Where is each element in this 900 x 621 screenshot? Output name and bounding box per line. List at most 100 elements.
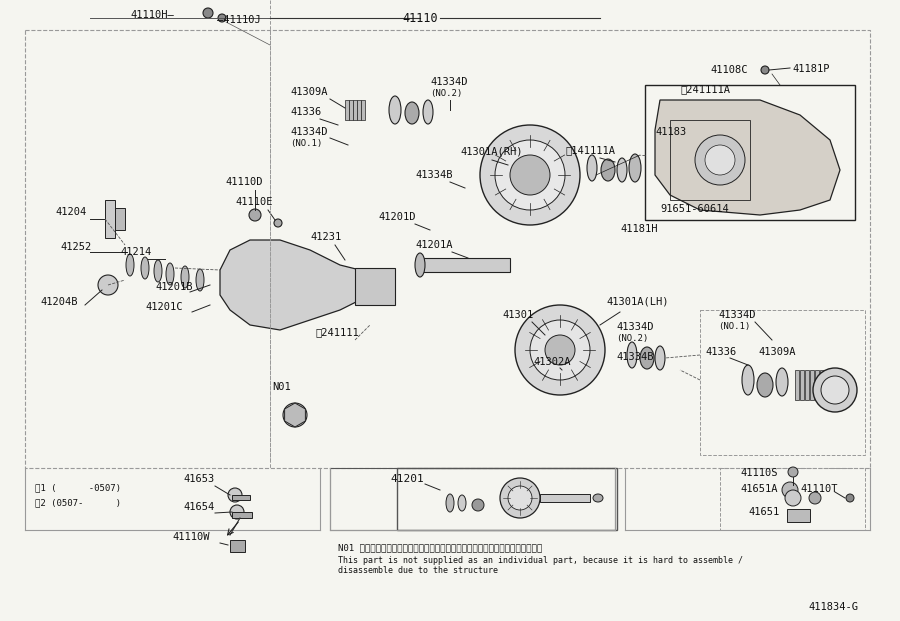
Circle shape (495, 140, 565, 210)
Polygon shape (105, 200, 115, 238)
Text: 41654: 41654 (183, 502, 214, 512)
Ellipse shape (742, 365, 754, 395)
Circle shape (274, 219, 282, 227)
Ellipse shape (627, 342, 637, 368)
Text: 41110D: 41110D (225, 177, 263, 187)
Ellipse shape (640, 347, 654, 369)
Text: ※1 (      -0507): ※1 ( -0507) (35, 483, 121, 492)
Text: 41183: 41183 (655, 127, 686, 137)
Text: 41653: 41653 (183, 474, 214, 484)
Circle shape (821, 376, 849, 404)
Text: 41181P: 41181P (792, 64, 830, 74)
Text: (NO.1): (NO.1) (718, 322, 751, 331)
Circle shape (230, 505, 244, 519)
Circle shape (218, 14, 226, 22)
Ellipse shape (196, 269, 204, 291)
Text: 411834-G: 411834-G (808, 602, 858, 612)
Ellipse shape (593, 494, 603, 502)
Polygon shape (810, 370, 814, 400)
Polygon shape (284, 403, 305, 427)
Text: 41252: 41252 (60, 242, 91, 252)
Ellipse shape (389, 96, 401, 124)
Text: 41334B: 41334B (415, 170, 453, 180)
Polygon shape (230, 540, 245, 552)
Text: 41204: 41204 (55, 207, 86, 217)
Circle shape (785, 490, 801, 506)
Polygon shape (815, 370, 819, 400)
Text: 41309A: 41309A (290, 87, 328, 97)
Ellipse shape (472, 499, 484, 511)
Ellipse shape (415, 253, 425, 277)
Text: 41110S: 41110S (740, 468, 778, 478)
Polygon shape (232, 512, 252, 518)
Text: N01: N01 (272, 382, 291, 392)
Text: 41110: 41110 (402, 12, 437, 24)
Text: ※2 (0507-      ): ※2 (0507- ) (35, 498, 121, 507)
Text: disassemble due to the structure: disassemble due to the structure (338, 566, 498, 575)
Text: 41336: 41336 (290, 107, 321, 117)
Polygon shape (805, 370, 809, 400)
Circle shape (249, 209, 261, 221)
Text: ※241111: ※241111 (315, 327, 359, 337)
Polygon shape (420, 258, 510, 272)
Circle shape (761, 66, 769, 74)
Ellipse shape (629, 154, 641, 182)
Polygon shape (345, 100, 349, 120)
Circle shape (500, 478, 540, 518)
Text: 41204B: 41204B (40, 297, 77, 307)
Text: 41110W: 41110W (172, 532, 210, 542)
Ellipse shape (776, 368, 788, 396)
Circle shape (98, 275, 118, 295)
Polygon shape (540, 494, 590, 502)
Text: 41302A: 41302A (533, 357, 571, 367)
Polygon shape (820, 370, 824, 400)
Polygon shape (353, 100, 357, 120)
Text: 41334D: 41334D (616, 322, 653, 332)
Circle shape (515, 305, 605, 395)
Text: (NO.1): (NO.1) (290, 139, 322, 148)
Ellipse shape (141, 257, 149, 279)
Text: This part is not supplied as an individual part, because it is hard to assemble : This part is not supplied as an individu… (338, 556, 743, 565)
Ellipse shape (655, 346, 665, 370)
Polygon shape (655, 100, 840, 215)
Text: (NO.2): (NO.2) (616, 334, 648, 343)
Text: 41231: 41231 (310, 232, 341, 242)
Text: 41301A(RH): 41301A(RH) (460, 147, 523, 157)
Polygon shape (787, 509, 810, 522)
Ellipse shape (126, 254, 134, 276)
Polygon shape (349, 100, 353, 120)
Text: 41334B: 41334B (616, 352, 653, 362)
Circle shape (228, 488, 242, 502)
Circle shape (788, 467, 798, 477)
Text: 41201B: 41201B (155, 282, 193, 292)
Text: 41301A(LH): 41301A(LH) (606, 297, 669, 307)
Text: 41110H—: 41110H— (130, 10, 174, 20)
Text: 41181H: 41181H (620, 224, 658, 234)
Circle shape (530, 320, 590, 380)
Ellipse shape (601, 159, 615, 181)
Polygon shape (357, 100, 361, 120)
Circle shape (809, 492, 821, 504)
Text: 41651A: 41651A (740, 484, 778, 494)
Text: N01 この部品は、構造上分解・組付けが困難なため、単品では補給していません: N01 この部品は、構造上分解・組付けが困難なため、単品では補給していません (338, 543, 542, 552)
Ellipse shape (446, 494, 454, 512)
Text: 41651: 41651 (748, 507, 779, 517)
Circle shape (480, 125, 580, 225)
Polygon shape (232, 495, 250, 500)
Ellipse shape (587, 155, 597, 181)
Ellipse shape (166, 263, 174, 285)
Text: 41309A: 41309A (758, 347, 796, 357)
Text: 41201: 41201 (390, 474, 424, 484)
Polygon shape (795, 370, 799, 400)
Circle shape (545, 335, 575, 365)
Text: 41110E: 41110E (235, 197, 273, 207)
Text: 41334D: 41334D (718, 310, 755, 320)
Circle shape (846, 494, 854, 502)
Ellipse shape (154, 260, 162, 282)
Text: 91651-60614: 91651-60614 (660, 204, 729, 214)
Text: 41201A: 41201A (415, 240, 453, 250)
Text: 41334D: 41334D (290, 127, 328, 137)
Ellipse shape (617, 158, 627, 182)
Text: ※141111A: ※141111A (565, 145, 615, 155)
Ellipse shape (181, 266, 189, 288)
